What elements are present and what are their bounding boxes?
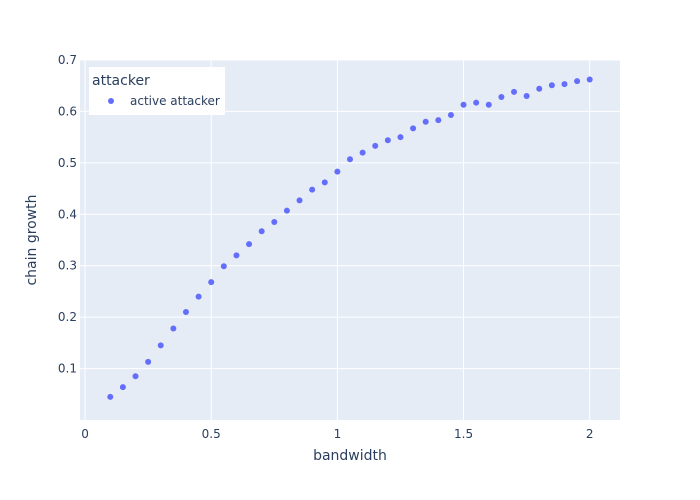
data-point [435, 117, 442, 124]
y-tick-label: 0.6 [58, 104, 77, 118]
y-tick-label: 0.1 [58, 362, 77, 376]
data-point [233, 252, 240, 259]
data-point [473, 99, 480, 106]
data-point [511, 88, 518, 95]
data-point [548, 82, 555, 89]
y-tick-label: 0.4 [58, 207, 77, 221]
y-tick-label: 0.7 [58, 53, 77, 67]
data-point [447, 112, 454, 119]
data-point [410, 125, 417, 132]
data-point [309, 186, 316, 193]
data-point [157, 342, 164, 349]
legend: attacker active attacker [89, 67, 225, 115]
data-point [586, 76, 593, 83]
legend-title: attacker [92, 73, 150, 89]
data-point [347, 156, 353, 163]
x-gridlines [84, 60, 591, 420]
data-point [561, 81, 568, 88]
data-point [119, 384, 126, 391]
plot-area [80, 60, 620, 420]
data-point [523, 93, 530, 99]
x-tick-label: 0.5 [202, 427, 221, 441]
data-point [208, 279, 215, 286]
x-tick-label: 2 [586, 427, 594, 441]
y-tick-label: 0.5 [58, 156, 77, 170]
data-point [283, 207, 290, 214]
y-axis-title: chain growth [24, 194, 40, 285]
legend-background [89, 67, 225, 115]
data-point [195, 293, 202, 300]
x-tick-label: 0 [81, 427, 89, 441]
legend-item-active-attacker: active attacker [130, 94, 220, 108]
data-point [170, 325, 177, 332]
data-point [145, 358, 152, 365]
data-point [182, 309, 189, 315]
data-point [246, 241, 253, 248]
x-tick-label: 1.5 [454, 427, 473, 441]
data-point [258, 228, 265, 235]
data-point [372, 142, 379, 149]
data-point [107, 393, 114, 400]
data-point [334, 168, 341, 175]
x-tick-label: 1 [334, 427, 342, 441]
legend-marker [108, 98, 114, 104]
data-point [397, 134, 404, 141]
data-point [574, 78, 581, 85]
x-axis-title: bandwidth [313, 448, 387, 464]
data-point [498, 94, 505, 101]
data-points [107, 76, 593, 400]
y-tick-label: 0.2 [58, 310, 77, 324]
data-point [296, 197, 303, 204]
data-point [460, 101, 467, 108]
data-point [359, 149, 366, 156]
data-point [485, 101, 492, 108]
data-point [422, 118, 429, 125]
y-tick-label: 0.3 [58, 259, 77, 273]
data-point [384, 137, 391, 144]
data-point [536, 85, 543, 92]
data-point [321, 179, 328, 186]
y-tick-labels: 0.1 0.2 0.3 0.4 0.5 0.6 0.7 [58, 53, 77, 376]
x-tick-labels: 0 0.5 1 1.5 2 [81, 427, 593, 441]
data-point [132, 373, 139, 380]
data-point [271, 219, 278, 225]
data-point [220, 263, 227, 270]
